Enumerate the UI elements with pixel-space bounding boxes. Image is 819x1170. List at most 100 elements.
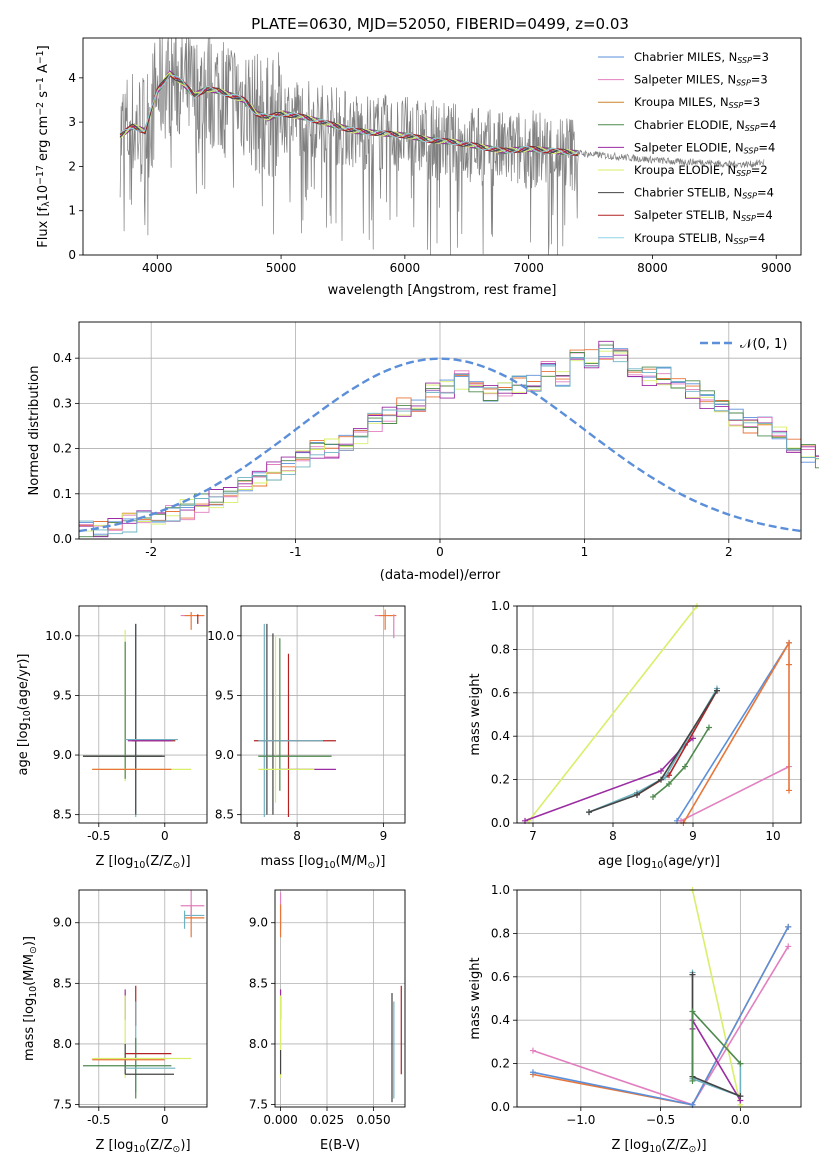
y-axis-label-part: −17 [35,165,46,185]
model-spectrum-6 [119,74,579,157]
x-axis-label-part: )] [180,854,190,869]
x-tick-label: 0.0 [731,1113,750,1127]
y-tick-label: 0.4 [53,351,72,365]
legend-label: Kroupa MILES, NSSP=3 [634,95,760,110]
y-tick-label: 0.4 [491,1013,510,1027]
axes-frame [82,37,802,256]
legend-sub: SSP [736,169,751,178]
y-tick-label: 4 [68,71,76,85]
y-tick-label: 8.5 [53,808,72,822]
legend-label: Chabrier STELIB, NSSP=4 [634,186,774,201]
legend-name: Kroupa ELODIE, N [634,163,736,177]
x-axis-label-part: mass [log [261,854,324,869]
x-axis-label-part: (Z/Z [661,1138,688,1153]
y-axis-label: mass weight [468,957,483,1039]
legend-name: Chabrier ELODIE, N [634,118,745,132]
weight-series-chabrier_stelib [691,974,741,1097]
y-tick-label: 8.5 [215,808,234,822]
legend-count: =4 [758,140,775,154]
y-tick-label: 0 [68,248,76,262]
y-axis-label-part: λ [41,201,52,207]
observed-spectrum [119,37,765,256]
weight-marker [658,776,664,783]
axes-frame [78,889,208,1108]
y-tick-label: 10.0 [207,629,234,643]
histogram-step-chabrier_miles [79,348,819,535]
weight-series-kroupa_elodie [528,605,698,822]
y-axis-label: age [log10(age/yr)] [16,654,33,776]
y-tick-label: 0.0 [491,1100,510,1114]
x-tick-label: 0.025 [310,1113,344,1127]
weight-marker [689,971,696,978]
x-tick-label: -1 [290,545,302,559]
y-tick-label: 0.4 [491,729,510,743]
weight-series-salpeter_stelib [636,690,718,796]
weight-series-orange [682,639,790,824]
legend-sub: SSP [745,124,760,133]
legend-name: Salpeter STELIB, N [634,208,741,222]
x-tick-label: 7 [529,829,537,843]
x-tick-label: 7000 [513,261,544,275]
legend-count: =3 [752,50,769,64]
x-axis-label-part: Z [log [95,1138,133,1153]
weight-marker [682,763,688,770]
x-axis-label: Z [log10(Z/Z⊙)] [95,854,190,871]
y-tick-label: 2 [68,159,76,173]
legend-label: 𝒩(0, 1) [740,337,787,352]
weight-marker [786,787,792,794]
x-axis-label-part: 10 [133,1144,145,1155]
x-axis-label-part: ⊙ [367,860,375,871]
axes-frame [274,889,406,1108]
x-tick-label: 0 [161,1113,169,1127]
x-axis-label: (data-model)/error [380,568,501,583]
axes-frame [240,605,406,824]
x-axis-label: Z [log10(Z/Z⊙)] [611,1138,706,1155]
x-axis-label-part: )] [696,1138,706,1153]
y-tick-label: 1.0 [491,883,510,897]
weight-marker [737,1093,744,1100]
y-tick-label: 3 [68,115,76,129]
y-axis-label-part: )] [22,936,37,946]
x-tick-label: 10 [765,829,780,843]
y-tick-label: 8.0 [249,1037,268,1051]
figure-title: PLATE=0630, MJD=52050, FIBERID=0499, z=0… [251,15,629,33]
weight-series-kroupa_elodie [691,889,742,1105]
y-tick-label: 10.0 [45,629,72,643]
y-tick-label: 0.6 [491,686,510,700]
legend-sub: SSP [744,146,759,155]
y-axis-label: mass [log10(M/M⊙)] [22,936,39,1061]
x-axis-label: mass [log10(M/M⊙)] [261,854,386,871]
y-axis-label-part: mass [log [22,998,37,1061]
residual-histogram-panel: -2 -1 0 1 2 0.0 0.1 0.2 0.3 0.4 (data-model)/error… [27,321,819,583]
legend-sub: SSP [736,79,751,88]
y-tick-label: 0.2 [491,773,510,787]
y-axis-label-part: −1 [35,77,46,91]
x-axis-label-part: (Z/Z [145,854,172,869]
y-tick-label: 8.5 [53,976,72,990]
x-axis-label-part: ⊙ [689,1144,697,1155]
legend-count: =4 [756,208,773,222]
legend-label: Kroupa STELIB, NSSP=4 [634,231,765,246]
spectrum-panel: 4000 5000 6000 7000 8000 9000 0 1 2 3 4 wavelength … [35,37,802,298]
x-tick-label: 8 [293,829,301,843]
x-tick-label: 9 [380,829,388,843]
legend-name: Salpeter MILES, N [634,73,736,87]
weight-series-chabrier_stelib [588,690,718,813]
weight-series-salpeter_miles [680,765,790,822]
legend-count: =4 [757,186,774,200]
y-tick-label: 8.5 [249,976,268,990]
normal-curve [78,357,802,533]
legend-name: Chabrier STELIB, N [634,186,742,200]
age-vs-mass-panel: 8 9 8.5 9.0 9.5 10.0 mass [log10(M/M⊙)] [207,605,406,871]
y-tick-label: 0.2 [491,1057,510,1071]
y-axis-label-part: −1 [35,50,46,64]
legend-name: Kroupa MILES, N [634,95,729,109]
legend-count: =4 [748,231,765,245]
y-axis-label-part: 10 [22,710,33,722]
weight-marker [786,661,792,668]
x-axis-label-part: age [log [598,854,651,869]
y-axis-label-part: erg cm [36,116,51,165]
weight-series-salpeter_elodie [691,1017,742,1101]
weight-series-teal [588,688,718,813]
y-tick-label: 0.1 [53,487,72,501]
